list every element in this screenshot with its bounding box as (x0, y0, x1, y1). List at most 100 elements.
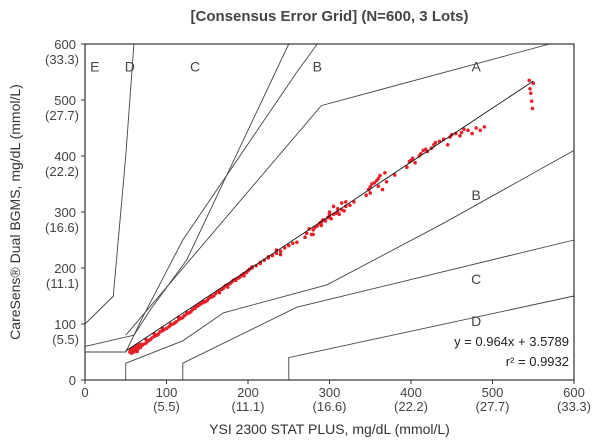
x-tick-label: 500 (482, 385, 504, 400)
data-point (174, 319, 179, 324)
zone-label: E (90, 58, 99, 74)
data-point (135, 349, 139, 354)
data-point (339, 201, 344, 205)
zone-boundary-line (125, 43, 550, 336)
x-tick-label: 600 (563, 385, 585, 400)
y-tick-sublabel: (5.5) (52, 332, 79, 347)
zone-boundary-line (84, 43, 135, 325)
zone-boundary-line (84, 43, 290, 347)
zone-label: C (471, 271, 481, 287)
y-tick-label: 100 (54, 317, 76, 332)
data-point (364, 193, 368, 197)
data-point (482, 125, 487, 129)
data-point (295, 240, 299, 245)
data-point (144, 337, 148, 342)
y-tick-label: 0 (69, 373, 76, 388)
data-point (278, 252, 283, 257)
data-point (470, 131, 474, 136)
data-point (376, 184, 381, 189)
x-tick-label: 200 (237, 385, 259, 400)
zone-label: B (313, 58, 322, 74)
data-points (128, 78, 536, 355)
data-point (311, 232, 316, 237)
x-tick-label: 100 (156, 385, 178, 400)
data-point (262, 258, 267, 262)
zone-boundaries (84, 43, 575, 380)
data-point (168, 322, 173, 326)
y-tick-label: 600 (54, 37, 76, 52)
data-point (392, 173, 397, 177)
data-point (344, 200, 348, 204)
data-point (323, 219, 328, 223)
zone-boundary-line (182, 239, 575, 380)
zone-label: B (472, 187, 481, 203)
data-point (368, 191, 373, 195)
data-point (528, 87, 532, 91)
data-point (459, 130, 464, 135)
regression-line-segment (125, 80, 534, 352)
y-tick-label: 400 (54, 149, 76, 164)
data-point (193, 305, 197, 310)
data-point (474, 126, 479, 130)
x-tick-label: 400 (400, 385, 422, 400)
x-tick-sublabel: (33.3) (557, 399, 591, 414)
data-point (217, 290, 222, 295)
regression-equation: y = 0.964x + 3.5789 (454, 334, 569, 349)
data-point (352, 200, 356, 204)
data-point (274, 251, 279, 256)
chart-title: [Consensus Error Grid] (N=600, 3 Lots) (190, 8, 469, 25)
data-point (529, 99, 534, 103)
data-point (372, 181, 377, 185)
y-tick-label: 200 (54, 261, 76, 276)
data-point (278, 249, 283, 253)
x-tick-sublabel: (27.7) (476, 399, 510, 414)
data-point (209, 295, 214, 299)
data-point (478, 128, 483, 133)
y-tick-sublabel: (27.7) (45, 108, 79, 123)
zone-boundary-line (125, 150, 575, 380)
data-point (433, 140, 438, 145)
x-tick-sublabel: (16.6) (313, 399, 347, 414)
data-point (144, 341, 148, 345)
data-point (384, 179, 389, 184)
data-point (342, 209, 346, 213)
zone-label: D (471, 313, 481, 329)
data-point (304, 231, 309, 236)
data-point (445, 143, 450, 147)
data-point (527, 78, 531, 83)
data-point (529, 91, 533, 96)
data-point (303, 235, 307, 239)
data-point (348, 203, 352, 208)
data-point (286, 243, 291, 248)
data-point (376, 176, 381, 181)
x-axis-label: YSI 2300 STAT PLUS, mg/dL (mmol/L) (209, 421, 450, 437)
data-point (225, 285, 230, 289)
data-point (282, 246, 287, 250)
zone-boundary-line (288, 295, 575, 380)
data-point (213, 291, 218, 296)
x-tick-sublabel: (11.1) (232, 399, 265, 414)
x-tick-sublabel: (22.2) (394, 399, 428, 414)
data-point (185, 311, 189, 315)
zone-boundary-line (85, 43, 318, 353)
data-point (233, 278, 238, 283)
y-tick-sublabel: (16.6) (45, 220, 79, 235)
zone-label: C (190, 58, 200, 74)
x-axis-ticks: 0 100(5.5)200(11.1)300(16.6)400(22.2)500(… (81, 380, 591, 414)
data-point (410, 156, 415, 161)
data-point (138, 342, 143, 346)
data-point (413, 160, 417, 165)
data-point (319, 223, 324, 228)
zone-label: D (125, 58, 135, 74)
data-point (383, 171, 387, 175)
zone-label: A (472, 58, 482, 74)
y-axis-label: CareSens® Dual BGMS, mg/dL (mmol/L) (7, 84, 23, 340)
r-squared-label: r² = 0.9932 (506, 354, 569, 369)
data-point (337, 212, 342, 217)
data-point (242, 274, 246, 278)
data-point (134, 344, 139, 349)
zone-labels: E D C B A B C D (90, 58, 481, 329)
data-point (380, 187, 385, 192)
data-point (368, 185, 373, 189)
data-point (462, 127, 466, 131)
